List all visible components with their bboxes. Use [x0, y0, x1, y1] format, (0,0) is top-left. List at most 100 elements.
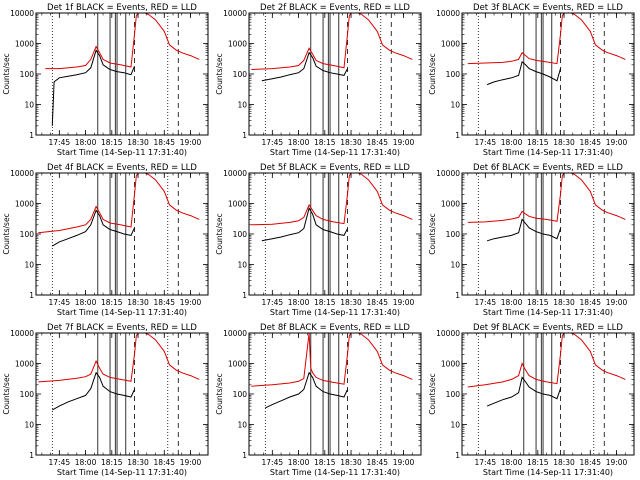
plot-frame	[461, 332, 635, 456]
y-axis-title: Counts/sec	[2, 373, 11, 414]
y-axis-title: Counts/sec	[2, 53, 11, 94]
x-tick-label: 18:45	[153, 458, 175, 467]
series-line-lld	[38, 333, 200, 383]
x-axis-title: Start Time (14-Sep-11 17:31:40)	[270, 308, 400, 317]
y-tick-label: 1	[242, 451, 247, 460]
series-line-lld	[467, 173, 626, 223]
y-axis-title: Counts/sec	[428, 53, 437, 94]
y-tick-label: 10	[450, 421, 460, 430]
panel-title: Det 3f BLACK = Events, RED = LLD	[473, 3, 623, 13]
vertical-markers	[477, 333, 605, 455]
x-tick-label: 18:00	[501, 298, 523, 307]
x-tick-label: 19:00	[180, 138, 202, 147]
vertical-markers	[477, 13, 605, 135]
series-line-events	[261, 51, 348, 82]
vertical-markers	[264, 173, 392, 295]
det-panel-7: Det 7f BLACK = Events, RED = LLD 1 10 100 10…	[2, 323, 209, 477]
det-panel-5: Det 5f BLACK = Events, RED = LLD 1 10 100 10…	[215, 163, 422, 317]
series-group	[251, 333, 413, 409]
y-axis-title: Counts/sec	[215, 213, 224, 254]
x-tick-label: 18:00	[75, 138, 97, 147]
panel-title: Det 1f BLACK = Events, RED = LLD	[47, 3, 197, 13]
x-tick-label: 18:15	[314, 298, 336, 307]
x-tick-label: 19:00	[393, 138, 415, 147]
y-tick-label: 1000	[228, 200, 247, 209]
plot-frame	[248, 172, 422, 296]
y-tick-label: 1	[455, 131, 460, 140]
y-tick-label: 10000	[436, 169, 460, 178]
series-line-events	[265, 371, 348, 409]
y-axis-title: Counts/sec	[215, 373, 224, 414]
series-line-events	[52, 209, 135, 247]
y-tick-label: 1000	[228, 360, 247, 369]
panel-title: Det 2f BLACK = Events, RED = LLD	[260, 3, 410, 13]
y-tick-label: 1000	[441, 200, 460, 209]
series-line-events	[51, 49, 135, 126]
y-axis-title: Counts/sec	[215, 53, 224, 94]
series-group	[251, 13, 413, 82]
y-tick-label: 10000	[10, 169, 34, 178]
x-tick-label: 17:45	[49, 458, 71, 467]
panel-title: Det 6f BLACK = Events, RED = LLD	[473, 163, 623, 173]
y-tick-label: 1	[455, 451, 460, 460]
x-tick-label: 18:30	[340, 298, 362, 307]
panel-title: Det 7f BLACK = Events, RED = LLD	[47, 323, 197, 333]
y-tick-label: 10	[24, 261, 34, 270]
series-line-events	[486, 376, 561, 407]
x-tick-label: 17:45	[49, 138, 71, 147]
x-tick-label: 17:45	[475, 138, 497, 147]
x-tick-label: 18:00	[501, 138, 523, 147]
x-tick-label: 18:15	[527, 458, 549, 467]
x-tick-label: 18:00	[75, 298, 97, 307]
series-line-lld	[467, 333, 626, 388]
y-tick-label: 100	[20, 390, 35, 399]
x-tick-label: 18:15	[101, 138, 123, 147]
x-tick-label: 19:00	[606, 138, 628, 147]
y-tick-label: 10000	[436, 9, 460, 18]
x-axis-title: Start Time (14-Sep-11 17:31:40)	[57, 468, 187, 477]
x-tick-label: 17:45	[49, 298, 71, 307]
x-axis-title: Start Time (14-Sep-11 17:31:40)	[270, 468, 400, 477]
plot-frame	[35, 332, 209, 456]
y-tick-label: 10000	[223, 9, 247, 18]
x-tick-label: 18:30	[127, 298, 149, 307]
y-tick-label: 10	[237, 101, 247, 110]
series-line-events	[261, 206, 348, 242]
x-tick-label: 17:45	[475, 458, 497, 467]
y-tick-label: 10000	[436, 329, 460, 338]
x-tick-label: 18:45	[579, 298, 601, 307]
x-tick-label: 19:00	[606, 458, 628, 467]
x-axis-title: Start Time (14-Sep-11 17:31:40)	[57, 308, 187, 317]
y-tick-label: 1000	[228, 40, 247, 49]
x-axis-title: Start Time (14-Sep-11 17:31:40)	[483, 468, 613, 477]
x-tick-label: 18:30	[553, 458, 575, 467]
x-axis-title: Start Time (14-Sep-11 17:31:40)	[483, 148, 613, 157]
x-tick-label: 18:30	[553, 298, 575, 307]
y-tick-label: 10000	[223, 169, 247, 178]
vertical-markers	[51, 173, 179, 295]
series-line-lld	[467, 13, 626, 65]
x-tick-label: 17:45	[262, 458, 284, 467]
y-tick-label: 100	[446, 230, 461, 239]
x-tick-label: 18:15	[527, 138, 549, 147]
vertical-markers	[51, 13, 179, 135]
x-tick-label: 18:45	[366, 298, 388, 307]
y-tick-label: 10	[24, 421, 34, 430]
x-tick-label: 19:00	[393, 298, 415, 307]
panel-title: Det 5f BLACK = Events, RED = LLD	[260, 163, 410, 173]
y-tick-label: 100	[233, 390, 248, 399]
x-tick-label: 18:45	[366, 458, 388, 467]
x-tick-label: 18:00	[288, 298, 310, 307]
x-axis-title: Start Time (14-Sep-11 17:31:40)	[57, 148, 187, 157]
y-tick-label: 1	[29, 131, 34, 140]
y-axis-title: Counts/sec	[428, 373, 437, 414]
series-line-lld	[38, 173, 200, 234]
vertical-markers	[264, 333, 392, 455]
vertical-markers	[51, 333, 179, 455]
y-tick-label: 100	[446, 390, 461, 399]
series-group	[467, 333, 626, 407]
y-tick-label: 10	[450, 101, 460, 110]
y-tick-label: 100	[233, 230, 248, 239]
x-tick-label: 19:00	[606, 298, 628, 307]
